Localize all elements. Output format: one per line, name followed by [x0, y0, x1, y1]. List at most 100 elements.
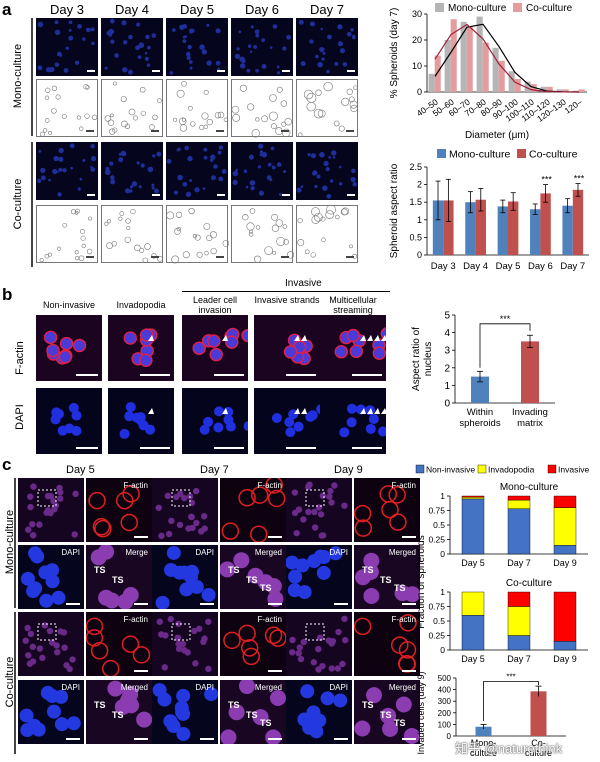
y-axis-label: Aspect ratio of	[411, 327, 422, 391]
merged-image: Merged TS TS TS	[354, 545, 420, 609]
factin-zoom-image: F-actin	[354, 612, 420, 676]
factin-zoom-image: F-actin	[86, 612, 152, 676]
day-header-a-2: Day 4	[115, 2, 149, 17]
merged-image: Merged TS TS TS	[220, 680, 286, 744]
x-tick-label: matrix	[517, 418, 543, 429]
spheroid-aspect-ratio-chart: Mono-culture Co-culture 0 0.5 1 1.5 2 2.5 Day 3 D…	[389, 149, 589, 272]
zoom-box	[305, 623, 325, 641]
fraction-bar-segment	[507, 499, 531, 509]
panel-label-c: c	[2, 455, 12, 474]
histogram-bar	[450, 19, 457, 93]
merged-image: Merged TS TS TS	[220, 545, 286, 609]
merged-image: Merged TS TS	[86, 680, 152, 744]
ts-label: TS	[112, 710, 124, 720]
dapi-image	[36, 388, 102, 454]
fraction-bar-segment	[507, 508, 531, 555]
histogram-legend: Mono-culture Co-culture	[435, 3, 573, 14]
x-tick-label: culture	[470, 748, 497, 758]
y-tick-label: 200	[438, 709, 452, 718]
y-tick-label: 0	[440, 549, 445, 559]
fluorescence-image	[36, 142, 98, 200]
outline-image	[101, 79, 163, 137]
day-header-a-4: Day 6	[245, 2, 279, 17]
significance-mark: ***	[500, 314, 511, 324]
y-tick-label: 500	[438, 674, 452, 683]
y-axis-label: % Spheroids (day 7)	[389, 8, 400, 99]
dapi-image	[182, 388, 248, 454]
outline-image	[231, 205, 294, 263]
x-tick-label: Day 4	[463, 261, 488, 272]
fraction-bar-segment	[461, 495, 485, 498]
subplot-title: Co-culture	[506, 578, 553, 589]
fraction-bar-segment	[553, 591, 577, 642]
y-tick-label: 2	[444, 363, 450, 374]
aspect-bar	[540, 193, 551, 255]
invasive-header: Invasive	[285, 278, 322, 289]
row-label-co-a: Co-culture	[12, 178, 24, 230]
x-tick-label: Within	[467, 407, 493, 418]
x-tick-label: spheroids	[459, 418, 500, 429]
ts-label: TS	[94, 565, 106, 575]
row-label-factin-b: F-actin	[14, 341, 26, 375]
legend-swatch	[435, 3, 444, 12]
y-tick-label: 0	[447, 732, 452, 741]
histogram-bar	[460, 21, 467, 92]
dapi-label: DAPI	[329, 683, 348, 692]
ts-label: TS	[380, 575, 392, 585]
aspect-bar	[508, 201, 519, 255]
factin-image	[36, 315, 102, 381]
histogram-bar	[434, 55, 441, 92]
y-tick-label: 0.75	[428, 506, 445, 516]
dapi-image: DAPI	[152, 680, 218, 744]
x-axis-label: Diameter (μm)	[465, 130, 529, 141]
merged-label: Merged	[388, 548, 416, 557]
histogram-bar	[444, 40, 451, 92]
legend-label: Non-invasive	[426, 465, 475, 475]
column-header-b-4: Invasive strands	[254, 295, 320, 305]
factin-image	[182, 315, 248, 381]
x-tick-label: culture	[525, 748, 552, 758]
overview-image	[152, 612, 218, 676]
ts-label: TS	[228, 565, 240, 575]
legend-swatch	[477, 464, 487, 474]
fluorescence-image	[231, 142, 293, 200]
ts-label: TS	[260, 583, 272, 593]
dapi-image: DAPI	[286, 545, 352, 609]
significance-mark: ***	[574, 174, 585, 184]
row-label-co-c: Co-culture	[4, 656, 16, 708]
aspect-bar	[530, 209, 541, 255]
x-tick-label: Day 7	[507, 558, 531, 568]
factin-label: F-actin	[257, 481, 282, 490]
fluorescence-image	[101, 18, 163, 76]
y-tick-label: 1	[440, 491, 445, 501]
legend-swatch	[437, 149, 446, 158]
factin-image	[320, 315, 386, 381]
outline-image	[296, 79, 358, 137]
fraction-bar-segment	[507, 635, 531, 651]
aspect-bar	[497, 206, 508, 255]
fraction-bar-segment	[461, 591, 485, 616]
factin-zoom-image: F-actin	[86, 478, 152, 542]
dapi-image	[108, 388, 174, 454]
ts-label: TS	[112, 575, 124, 585]
dapi-image: DAPI	[18, 545, 84, 609]
overview-image	[18, 478, 84, 542]
fraction-bar-segment	[507, 591, 531, 607]
dapi-label: DAPI	[329, 548, 348, 557]
fluorescence-image	[101, 142, 163, 200]
legend-swatch	[517, 149, 526, 158]
day-header-c-1: Day 5	[66, 464, 95, 476]
histogram-bar	[562, 89, 569, 92]
fraction-bar-segment	[553, 545, 577, 555]
column-header-b-2: Invadopodia	[116, 300, 166, 310]
row-bracket-mono	[31, 18, 33, 136]
histogram-bar	[492, 47, 499, 92]
aspect-bar	[465, 202, 476, 255]
y-tick-label: 400	[438, 686, 452, 695]
y-tick-label: 10	[412, 61, 422, 71]
ts-label: TS	[228, 700, 240, 710]
y-tick-label: 1	[417, 215, 422, 225]
y-tick-label: 4	[444, 328, 450, 339]
fraction-bar-segment	[507, 495, 531, 501]
